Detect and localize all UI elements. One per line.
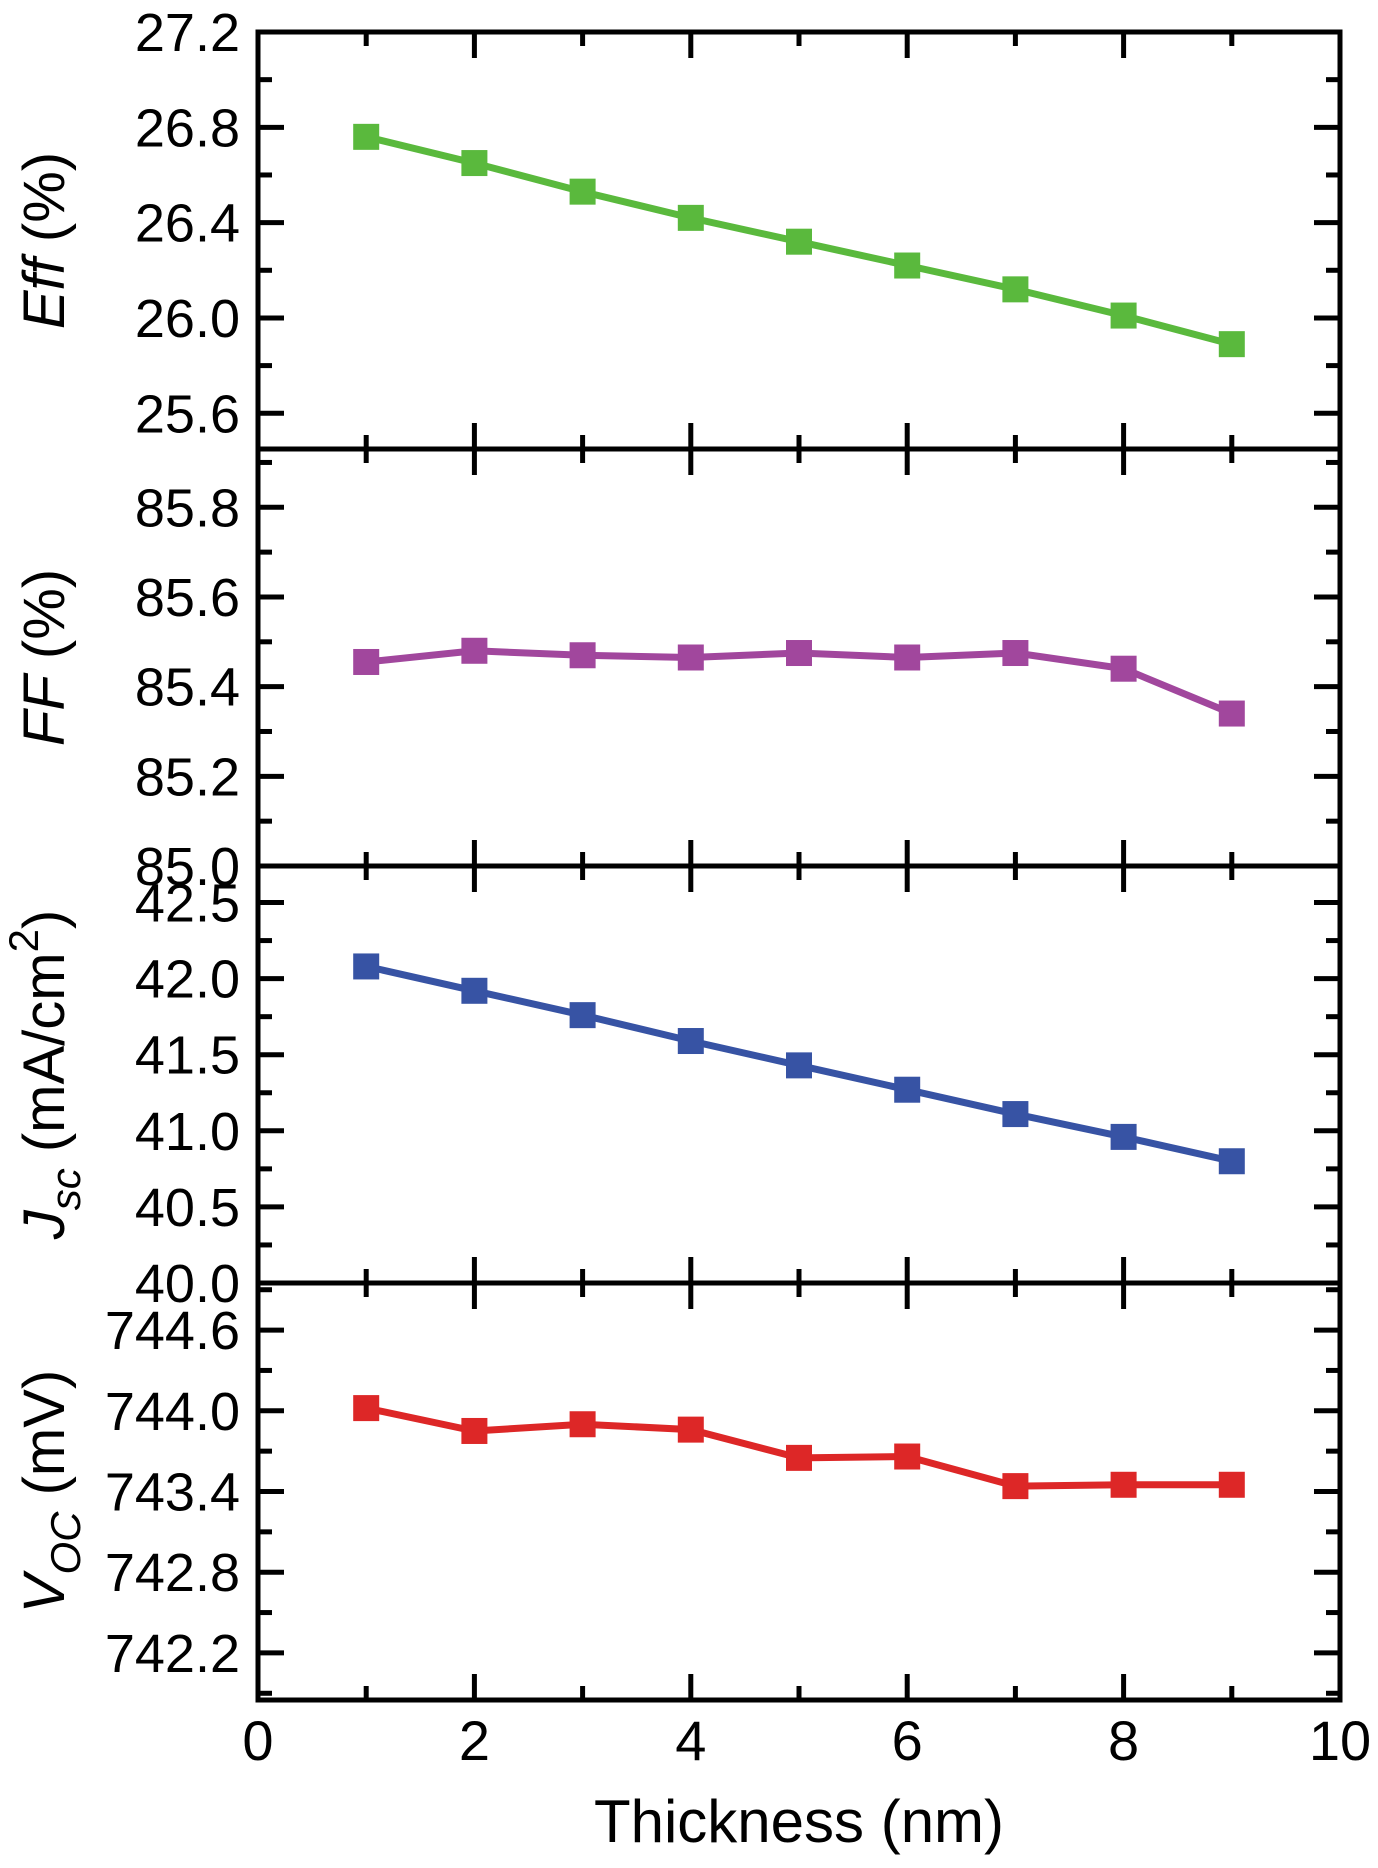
y-tick-label: 42.5 [135,874,240,934]
y-axis-title-Eff: Eff (%) [12,152,77,329]
panel-Voc: 744.6 744.0 743.4 742.8 742.2 VOC (mV) [12,1280,1343,1703]
data-point [1002,1101,1029,1128]
data-point [894,1443,921,1470]
y-tick-label: 85.2 [135,747,240,807]
data-point [786,640,812,667]
data-point [461,977,488,1004]
data-point [353,123,380,150]
y-tick-label: 41.5 [135,1026,240,1086]
x-tick-label: 10 [1309,1709,1371,1772]
data-point [569,1411,596,1438]
data-point [1218,1471,1245,1498]
data-point [569,1002,596,1029]
y-tick-label: 42.0 [135,950,240,1010]
y-tick-label: 40.5 [135,1178,240,1238]
data-point [461,1417,488,1444]
y-tick-label: 85.8 [135,478,240,538]
data-point [569,178,596,205]
y-tick-label: 40.0 [135,1254,240,1314]
y-tick-label: 85.6 [135,568,240,628]
data-point [569,642,596,669]
y-tick-label: 85.4 [135,658,240,718]
y-tick-label: 85.0 [135,837,240,897]
x-tick-label: 0 [242,1709,273,1772]
y-tick-label: 25.6 [135,384,240,444]
x-tick-label: 6 [892,1709,923,1772]
x-tick-label: 4 [675,1709,706,1772]
data-point [786,1052,812,1079]
y-axis-title-Voc: VOC (mV) [12,1370,89,1613]
data-point [677,204,704,231]
data-point [461,637,488,664]
data-point [1218,700,1245,727]
data-point [353,648,380,675]
x-tick-label: 8 [1108,1709,1139,1772]
panel-FF: 85.8 85.6 85.4 85.2 85.0 FF (%) [12,446,1343,897]
y-tick-label: 742.8 [105,1543,240,1603]
y-tick-label: 744.6 [105,1301,240,1361]
data-point [1002,1473,1029,1500]
y-tick-label: 744.0 [105,1382,240,1442]
data-point [894,252,921,279]
panel-Eff: 27.2 26.8 26.4 26.0 25.6 Eff (%) [12,3,1343,452]
y-tick-label: 743.4 [105,1463,240,1523]
data-point [894,644,921,671]
y-tick-label: 41.0 [135,1102,240,1162]
x-tick-label: 2 [459,1709,490,1772]
data-point [353,1395,380,1422]
y-tick-label: 26.8 [135,98,240,158]
data-point [1218,331,1245,358]
data-point [677,1028,704,1055]
data-point [1110,1123,1137,1150]
data-point [1110,655,1137,682]
data-point [1002,640,1029,667]
data-point [353,953,380,980]
data-point [786,1444,812,1471]
data-point [1110,1471,1137,1498]
y-tick-label: 27.2 [135,3,240,63]
data-point [461,150,488,177]
data-point [677,1416,704,1443]
data-point [677,644,704,671]
data-point [1002,276,1029,303]
data-point [1110,302,1137,329]
data-point [786,228,812,255]
data-point [1218,1148,1245,1175]
data-point [894,1076,921,1103]
y-axis-title-FF: FF (%) [12,569,77,746]
y-tick-label: 26.0 [135,289,240,349]
panel-frame [255,1280,1343,1703]
y-tick-label: 742.2 [105,1624,240,1684]
x-axis-title: Thickness (nm) [593,1788,1005,1855]
y-tick-label: 26.4 [135,194,240,254]
panel-Jsc: 42.5 42.0 41.5 41.0 40.5 40.0 Jsc (mA/cm2) [0,863,1343,1314]
y-axis-title-Jsc: Jsc (mA/cm2) [0,910,89,1241]
